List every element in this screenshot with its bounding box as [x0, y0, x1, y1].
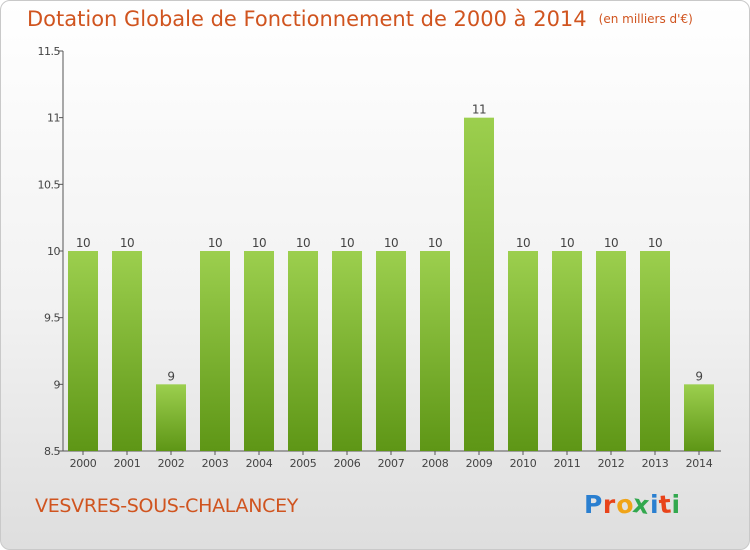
bar-value-label: 9	[695, 369, 702, 383]
x-tick-label: 2010	[510, 457, 537, 470]
bar	[464, 117, 494, 452]
bar	[420, 251, 450, 451]
chart-title: Dotation Globale de Fonctionnement de 20…	[27, 7, 693, 31]
y-tick-label: 10	[47, 245, 60, 258]
bar-value-label: 10	[296, 236, 310, 250]
bar-value-label: 10	[340, 236, 354, 250]
unit-note: (en milliers d'€)	[598, 12, 693, 26]
bar-value-label: 10	[516, 236, 530, 250]
x-tick-label: 2002	[158, 457, 185, 470]
bar-value-label: 9	[167, 369, 174, 383]
commune-name: VESVRES-SOUS-CHALANCEY	[35, 495, 299, 517]
y-tick-label: 8.5	[44, 445, 60, 458]
bar	[684, 384, 714, 451]
bar-value-label: 10	[428, 236, 442, 250]
y-tick-label: 9.5	[44, 312, 60, 325]
bar	[552, 251, 582, 451]
bar	[508, 251, 538, 451]
bar	[596, 251, 626, 451]
bar	[332, 251, 362, 451]
chart-axes: 8.5 9 9.5 10 10.5 11 11.5 2000 2001 2002 2003 2004 2…	[38, 45, 721, 470]
bar	[640, 251, 670, 451]
x-tick-label: 2003	[202, 457, 229, 470]
bar	[200, 251, 230, 451]
chart-bars: 10 10 9 10 10 10 10 10 10 11 10 10 10 10 9	[68, 103, 714, 452]
proxiti-logo[interactable]: Proxiti	[584, 488, 681, 521]
bar-value-label: 10	[384, 236, 398, 250]
bar-value-label: 10	[648, 236, 662, 250]
bar	[288, 251, 318, 451]
x-tick-label: 2013	[642, 457, 669, 470]
chart-title-text: Dotation Globale de Fonctionnement de 20…	[27, 7, 587, 31]
x-tick-label: 2000	[70, 457, 97, 470]
y-tick-label: 11.5	[38, 45, 61, 58]
bar	[156, 384, 186, 451]
bar-value-label: 11	[472, 103, 486, 117]
x-tick-label: 2007	[378, 457, 405, 470]
bar-value-label: 10	[120, 236, 134, 250]
x-tick-label: 2011	[554, 457, 581, 470]
x-tick-label: 2008	[422, 457, 449, 470]
y-tick-label: 10.5	[38, 178, 61, 191]
x-tick-label: 2001	[114, 457, 141, 470]
logo-letter: P	[584, 490, 603, 519]
logo-letter: i	[671, 490, 681, 519]
x-tick-label: 2012	[598, 457, 625, 470]
bar	[244, 251, 274, 451]
logo-letter: r	[602, 490, 616, 519]
bar-value-label: 10	[208, 236, 222, 250]
logo-letter: x	[631, 488, 652, 521]
x-tick-label: 2005	[290, 457, 317, 470]
x-tick-label: 2009	[466, 457, 493, 470]
bar	[376, 251, 406, 451]
x-tick-label: 2004	[246, 457, 273, 470]
bar-value-label: 10	[560, 236, 574, 250]
x-tick-label: 2014	[686, 457, 713, 470]
bar-value-label: 10	[76, 236, 90, 250]
y-tick-label: 11	[47, 112, 60, 125]
bar	[68, 251, 98, 451]
bar-value-label: 10	[604, 236, 618, 250]
bar	[112, 251, 142, 451]
logo-letter: i	[650, 490, 660, 519]
y-tick-label: 9	[54, 378, 61, 391]
x-tick-label: 2006	[334, 457, 361, 470]
bar-value-label: 10	[252, 236, 266, 250]
